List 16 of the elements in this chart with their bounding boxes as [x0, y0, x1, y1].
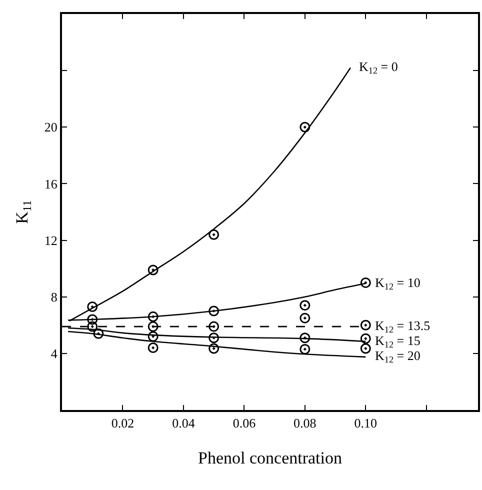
x-tick-label: 0.02 — [111, 416, 134, 431]
y-tick-label: 12 — [44, 232, 58, 248]
x-tick-label: 0.10 — [354, 416, 378, 431]
series-label: K$_{12}$ = 20 — [375, 348, 420, 365]
series-label: K$_{12}$ = 15 — [375, 333, 420, 350]
series-label: K$_{12}$ = 13.5 — [375, 318, 430, 335]
x-tick-label: 0.06 — [232, 416, 256, 431]
x-tick-label: 0.04 — [172, 416, 196, 431]
series-label: K$_{12}$ = 10 — [375, 275, 420, 292]
y-tick-label: 20 — [44, 120, 58, 135]
y-tick-label: 16 — [44, 176, 58, 192]
y-tick-label: 8 — [50, 289, 58, 304]
y-tick-label: 4 — [50, 346, 58, 361]
series-label: K$_{12}$ = 0 — [359, 59, 398, 76]
x-axis-title: Phenol concentration — [198, 448, 342, 468]
x-tick-label: 0.08 — [294, 416, 316, 431]
